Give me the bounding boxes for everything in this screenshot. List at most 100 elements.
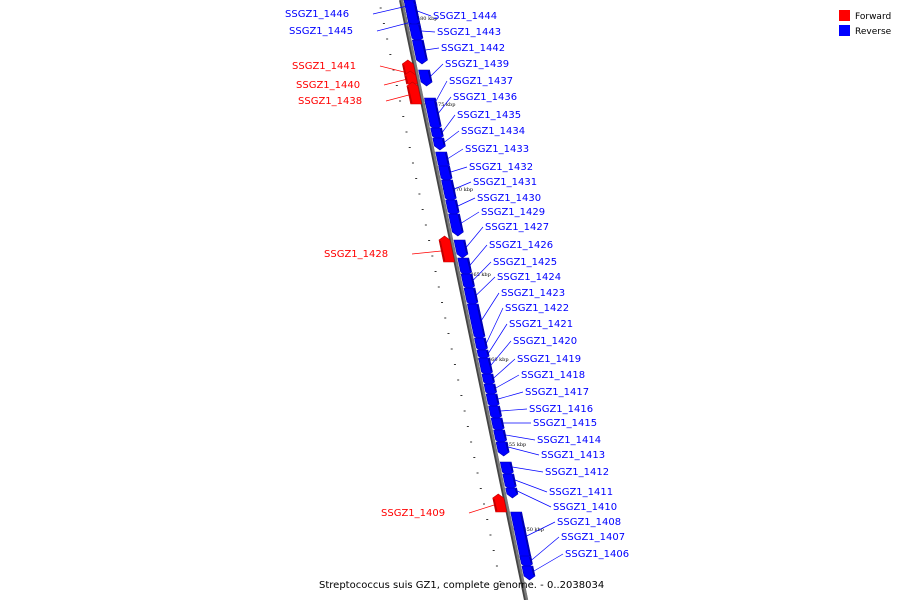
gene-arrow-shade (457, 214, 464, 232)
label-leader (438, 96, 452, 114)
gene-label-ssgz1-1426[interactable]: SSGZ1_1426 (489, 240, 553, 251)
label-leader-lines (372, 3, 564, 572)
gene-label-ssgz1-1436[interactable]: SSGZ1_1436 (453, 92, 517, 103)
legend: Forward Reverse (839, 10, 892, 37)
gene-label-ssgz1-1440[interactable]: SSGZ1_1440 (296, 80, 360, 91)
gene-label-ssgz1-1425[interactable]: SSGZ1_1425 (493, 257, 557, 268)
gene-label-ssgz1-1414[interactable]: SSGZ1_1414 (537, 435, 601, 446)
gene-label-ssgz1-1437[interactable]: SSGZ1_1437 (449, 76, 513, 87)
gene-label-ssgz1-1427[interactable]: SSGZ1_1427 (485, 222, 549, 233)
gene-arrow-shade (418, 24, 423, 38)
gene-arrow-shade (502, 430, 507, 440)
gene-label-ssgz1-1408[interactable]: SSGZ1_1408 (557, 517, 621, 528)
gene-arrow-shade (497, 406, 502, 416)
gene-arrow-ssgz1-1406[interactable] (521, 565, 536, 581)
gene-label-ssgz1-1445[interactable]: SSGZ1_1445 (289, 26, 353, 37)
label-leader (508, 446, 540, 456)
gene-label-ssgz1-1406[interactable]: SSGZ1_1406 (565, 549, 629, 560)
gene-label-ssgz1-1410[interactable]: SSGZ1_1410 (553, 502, 617, 513)
gene-label-ssgz1-1441[interactable]: SSGZ1_1441 (292, 61, 356, 72)
label-leader (505, 434, 536, 441)
gene-label-ssgz1-1407[interactable]: SSGZ1_1407 (561, 532, 625, 543)
gene-label-ssgz1-1430[interactable]: SSGZ1_1430 (477, 193, 541, 204)
gene-label-ssgz1-1433[interactable]: SSGZ1_1433 (465, 144, 529, 155)
label-leader (526, 521, 556, 537)
gene-arrow-ssgz1-1413[interactable] (495, 441, 510, 457)
label-leader (461, 211, 480, 224)
label-leader (469, 244, 488, 266)
label-leader (486, 307, 504, 344)
gene-arrow-shade (514, 488, 518, 494)
label-leader (466, 226, 484, 248)
gene-label-ssgz1-1444[interactable]: SSGZ1_1444 (433, 11, 497, 22)
gene-labels: SSGZ1_1446 SSGZ1_1445 SSGZ1_1444 SSGZ1_1443… (285, 9, 629, 560)
gene-label-ssgz1-1413[interactable]: SSGZ1_1413 (541, 450, 605, 461)
gene-arrow-shade (509, 462, 514, 472)
gene-label-ssgz1-1412[interactable]: SSGZ1_1412 (545, 467, 609, 478)
gene-label-ssgz1-1415[interactable]: SSGZ1_1415 (533, 418, 597, 429)
gene-arrow-shade (500, 418, 504, 428)
gene-label-ssgz1-1423[interactable]: SSGZ1_1423 (501, 288, 565, 299)
gene-label-ssgz1-1409[interactable]: SSGZ1_1409 (381, 508, 445, 519)
gene-label-ssgz1-1428[interactable]: SSGZ1_1428 (324, 249, 388, 260)
gene-arrow-shade (470, 274, 475, 286)
legend-swatch-forward (839, 10, 850, 21)
gene-arrow-shade (491, 374, 495, 382)
gene-arrow-shade (450, 180, 456, 198)
label-leader (372, 3, 416, 15)
gene-label-ssgz1-1424[interactable]: SSGZ1_1424 (497, 272, 561, 283)
kbp-tick-label: 1470 kbp (449, 187, 473, 193)
gene-label-ssgz1-1432[interactable]: SSGZ1_1432 (469, 162, 533, 173)
gene-label-ssgz1-1446[interactable]: SSGZ1_1446 (285, 9, 349, 20)
label-leader (457, 197, 476, 207)
gene-label-ssgz1-1416[interactable]: SSGZ1_1416 (529, 404, 593, 415)
label-leader (379, 65, 405, 73)
label-leader (450, 166, 468, 173)
kbp-tick-label: 1455 kbp (503, 442, 527, 448)
label-leader (454, 181, 472, 190)
label-leader (468, 504, 495, 514)
gene-label-ssgz1-1442[interactable]: SSGZ1_1442 (441, 43, 505, 54)
gene-label-ssgz1-1435[interactable]: SSGZ1_1435 (457, 110, 521, 121)
gene-arrow-shade (447, 166, 452, 178)
gene-label-ssgz1-1420[interactable]: SSGZ1_1420 (513, 336, 577, 347)
gene-arrow-shade (434, 100, 441, 126)
label-leader (514, 479, 548, 493)
gene-label-ssgz1-1418[interactable]: SSGZ1_1418 (521, 370, 585, 381)
gene-arrow-shade (442, 138, 446, 146)
gene-label-ssgz1-1443[interactable]: SSGZ1_1443 (437, 27, 501, 38)
gene-label-ssgz1-1411[interactable]: SSGZ1_1411 (549, 487, 613, 498)
gene-arrow-shade (476, 304, 485, 336)
label-leader (493, 358, 516, 379)
label-leader (385, 94, 409, 102)
label-leader (473, 261, 492, 281)
gene-arrow-shade (467, 258, 472, 272)
kbp-tick-label: 1475 kbp (432, 102, 456, 108)
gene-label-ssgz1-1417[interactable]: SSGZ1_1417 (525, 387, 589, 398)
gene-label-ssgz1-1431[interactable]: SSGZ1_1431 (473, 177, 537, 188)
gene-arrow-ssgz1-1434[interactable] (432, 137, 446, 151)
gene-arrow-ssgz1-1410[interactable] (505, 487, 519, 499)
label-leader (383, 79, 406, 86)
label-leader (533, 553, 564, 572)
gene-label-ssgz1-1419[interactable]: SSGZ1_1419 (517, 354, 581, 365)
gene-arrow-shade (519, 512, 532, 560)
label-leader (417, 10, 432, 17)
label-leader (442, 114, 456, 133)
label-leader (495, 374, 520, 389)
gene-arrow-shade (512, 474, 516, 486)
label-leader (376, 19, 420, 32)
gene-label-ssgz1-1421[interactable]: SSGZ1_1421 (509, 319, 573, 330)
legend-label-forward: Forward (855, 12, 891, 22)
kbp-tick-label: 1480 kbp (414, 16, 438, 22)
kbp-tick-label: 1460 kbp (485, 357, 509, 363)
gene-label-ssgz1-1439[interactable]: SSGZ1_1439 (445, 59, 509, 70)
label-leader (500, 408, 528, 412)
gene-label-ssgz1-1438[interactable]: SSGZ1_1438 (298, 96, 362, 107)
gene-arrow-shade (439, 128, 444, 136)
gene-label-ssgz1-1434[interactable]: SSGZ1_1434 (461, 126, 525, 137)
gene-label-ssgz1-1422[interactable]: SSGZ1_1422 (505, 303, 569, 314)
gene-label-ssgz1-1429[interactable]: SSGZ1_1429 (481, 207, 545, 218)
